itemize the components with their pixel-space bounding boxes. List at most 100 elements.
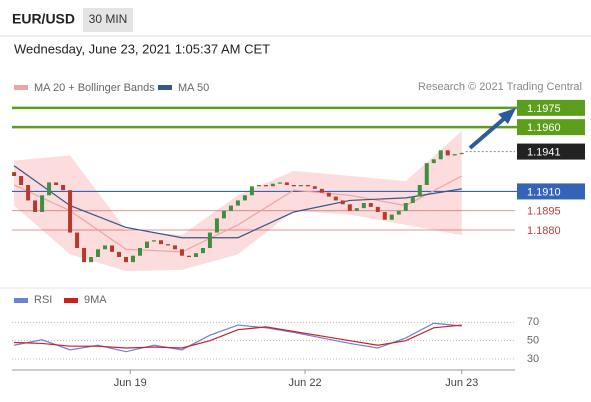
candle (165, 244, 170, 246)
candle (89, 257, 94, 263)
candle (235, 200, 240, 206)
candle (117, 251, 122, 257)
candle (277, 182, 282, 184)
candle (417, 185, 422, 197)
candle (131, 255, 136, 263)
candle (305, 185, 310, 187)
candle (291, 185, 296, 187)
candle (298, 185, 303, 187)
candle (186, 255, 191, 257)
candle (151, 240, 156, 242)
candle (228, 205, 233, 211)
candle (172, 245, 177, 250)
candle (75, 232, 80, 248)
symbol: EUR/USD (12, 11, 75, 27)
candle (396, 210, 401, 215)
candle (214, 218, 219, 233)
legend-swatch (14, 298, 28, 303)
candle (33, 200, 38, 212)
candle (96, 249, 101, 257)
rsi-line (13, 322, 462, 353)
candle (40, 195, 45, 212)
y-tick-label: 30 (527, 353, 539, 365)
candle (200, 248, 205, 254)
level-label: 1.1975 (527, 103, 561, 115)
candle (179, 249, 184, 256)
candle (256, 185, 261, 187)
level-label: 1.1880 (527, 225, 561, 237)
timestamp: Wednesday, June 23, 2021 1:05:37 AM CET (14, 41, 270, 56)
candle (424, 163, 429, 185)
candle (375, 206, 380, 212)
interval: 30 MIN (89, 12, 128, 26)
candle (326, 192, 331, 197)
candle (158, 240, 163, 245)
candle (333, 196, 338, 201)
candle (389, 214, 394, 220)
candle (312, 186, 317, 189)
level-box (517, 183, 585, 200)
candle (249, 186, 254, 196)
candle (382, 212, 387, 220)
candle (68, 190, 73, 233)
x-tick-label: Jun 22 (289, 377, 322, 389)
candle (61, 185, 66, 191)
candle (221, 210, 226, 219)
y-tick-label: 50 (527, 335, 539, 347)
x-tick-label: Jun 19 (114, 377, 147, 389)
candle (82, 248, 87, 263)
candle (12, 172, 17, 176)
candle (19, 176, 24, 185)
candle (438, 150, 443, 160)
level-box (517, 99, 585, 116)
candle (319, 188, 324, 193)
legend-label: 9MA (84, 294, 107, 306)
candle (270, 183, 275, 187)
candle (445, 150, 450, 156)
candle (403, 203, 408, 211)
candle (137, 248, 142, 256)
candle (354, 208, 359, 211)
candle (207, 232, 212, 248)
candle (361, 203, 366, 209)
level-label: 1.1941 (527, 146, 561, 158)
candle (193, 253, 198, 257)
forecast-arrow (468, 108, 516, 150)
legend-label: MA 50 (178, 82, 209, 94)
candle (347, 204, 352, 211)
candle (103, 245, 108, 250)
x-tick-label: Jun 23 (445, 377, 478, 389)
level-label: 1.1910 (527, 186, 561, 198)
legend-swatch (14, 85, 28, 90)
candle (144, 241, 149, 248)
candle (26, 185, 31, 201)
level-label: 1.1960 (527, 122, 561, 134)
level-box (517, 119, 585, 136)
candle (263, 185, 268, 187)
interval-badge (83, 8, 133, 32)
candle (284, 182, 289, 185)
arrow-shaft (468, 115, 508, 150)
candle (47, 182, 52, 196)
candle (368, 203, 373, 207)
candle (124, 257, 129, 263)
moving-average (13, 165, 462, 239)
legend-swatch (158, 85, 172, 90)
moving-average (13, 175, 463, 253)
legend-swatch (64, 298, 78, 303)
candle (54, 182, 59, 185)
y-tick-label: 70 (527, 316, 539, 328)
arrow-head (498, 108, 516, 124)
credit: Research © 2021 Trading Central (418, 81, 582, 93)
candle (459, 152, 464, 155)
candle (242, 195, 247, 201)
candle (110, 245, 115, 252)
legend-label: MA 20 + Bollinger Bands (34, 82, 155, 94)
legend-label: RSI (34, 294, 52, 306)
level-box (517, 143, 585, 160)
rsi-line (14, 324, 462, 349)
level-label: 1.1895 (527, 206, 561, 218)
candle (410, 196, 415, 203)
candle (431, 159, 436, 164)
